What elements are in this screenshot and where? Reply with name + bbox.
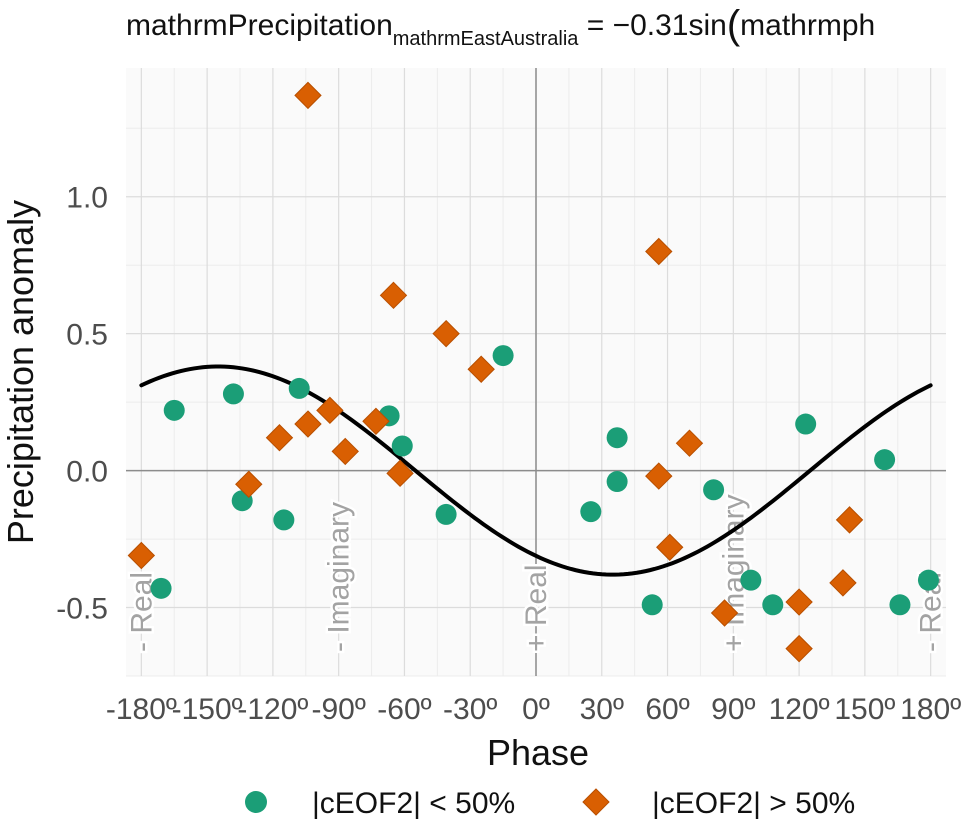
point-diamond xyxy=(316,396,344,425)
point-circle xyxy=(917,569,939,591)
point-circle xyxy=(606,427,628,449)
y-tick-label: -0.5 xyxy=(56,593,108,626)
point-diamond xyxy=(432,319,460,348)
title-rest: = −0.31sin xyxy=(578,9,727,42)
point-circle xyxy=(163,399,185,421)
point-diamond xyxy=(675,429,704,457)
x-tick-label: -30º xyxy=(443,693,497,726)
x-tick-label: 180º xyxy=(900,693,961,726)
x-tick-label: -120º xyxy=(237,693,308,726)
x-tick-label: -150º xyxy=(172,693,243,726)
point-diamond xyxy=(235,470,263,498)
point-circle xyxy=(492,345,514,367)
x-tick-label: -180º xyxy=(106,693,177,726)
data-points xyxy=(127,81,939,663)
point-diamond xyxy=(645,237,673,266)
title-tail: mathrmph xyxy=(740,9,876,42)
x-tick-label: 120º xyxy=(769,693,830,726)
y-axis-label: Precipitation anomaly xyxy=(0,200,41,544)
legend-key-diamond xyxy=(582,788,610,816)
title-main: mathrmPrecipitation xyxy=(126,9,393,42)
point-diamond xyxy=(645,462,673,490)
fit-curve-group xyxy=(139,364,933,577)
x-axis-ticks: -180º-150º-120º -90º -60º -30º 0º 30º 60º 90º 12… xyxy=(106,693,961,726)
point-diamond xyxy=(785,588,813,616)
chart-title: mathrmPrecipitationmathrmEastAustralia =… xyxy=(126,0,876,50)
x-tick-label: 30º xyxy=(580,693,624,726)
point-circle xyxy=(273,509,295,531)
point-diamond xyxy=(294,410,322,438)
legend-key-circle xyxy=(245,791,267,813)
title-paren: ( xyxy=(726,3,741,47)
point-circle xyxy=(288,377,310,399)
y-tick-label: 0.5 xyxy=(66,319,108,352)
x-tick-label: 90º xyxy=(711,693,755,726)
x-tick-label: -90º xyxy=(312,693,366,726)
point-diamond xyxy=(467,355,495,383)
x-tick-label: 60º xyxy=(645,693,689,726)
x-tick-label: 150º xyxy=(834,693,895,726)
point-diamond xyxy=(265,424,294,452)
point-circle xyxy=(435,503,457,525)
point-diamond xyxy=(835,506,864,534)
y-axis-ticks: -0.5 0.0 0.5 1.0 xyxy=(56,182,108,626)
point-circle xyxy=(580,501,602,523)
point-diamond xyxy=(379,281,408,310)
legend-label-high: |cEOF2| > 50% xyxy=(652,787,855,820)
point-diamond xyxy=(829,569,857,597)
point-diamond xyxy=(785,634,813,663)
point-circle xyxy=(874,449,896,471)
point-circle xyxy=(795,413,817,435)
y-tick-label: 1.0 xyxy=(66,182,108,215)
phase-label: + Real xyxy=(520,564,553,652)
point-diamond xyxy=(386,459,414,488)
phase-label: - Imaginary xyxy=(323,502,356,652)
x-tick-label: 0º xyxy=(522,693,550,726)
legend: |cEOF2| < 50% |cEOF2| > 50% xyxy=(245,787,855,820)
phase-label: - Real xyxy=(915,572,948,652)
point-diamond xyxy=(362,407,390,436)
point-circle xyxy=(889,594,911,616)
title-subscript: mathrmEastAustralia xyxy=(392,28,579,50)
point-diamond xyxy=(331,437,359,466)
point-circle xyxy=(150,577,172,599)
point-circle xyxy=(762,594,784,616)
point-circle xyxy=(222,383,244,405)
x-tick-label: -60º xyxy=(377,693,431,726)
point-circle xyxy=(641,594,663,616)
point-circle xyxy=(703,479,725,501)
point-diamond xyxy=(127,541,156,570)
legend-label-low: |cEOF2| < 50% xyxy=(312,787,515,820)
x-axis-label: Phase xyxy=(487,732,589,773)
point-circle xyxy=(606,471,628,493)
point-diamond xyxy=(656,533,684,561)
point-diamond xyxy=(710,599,739,627)
point-circle xyxy=(740,569,762,591)
fit-curve xyxy=(139,364,933,577)
point-circle xyxy=(391,435,413,457)
y-tick-label: 0.0 xyxy=(66,456,108,489)
point-diamond xyxy=(294,81,322,110)
